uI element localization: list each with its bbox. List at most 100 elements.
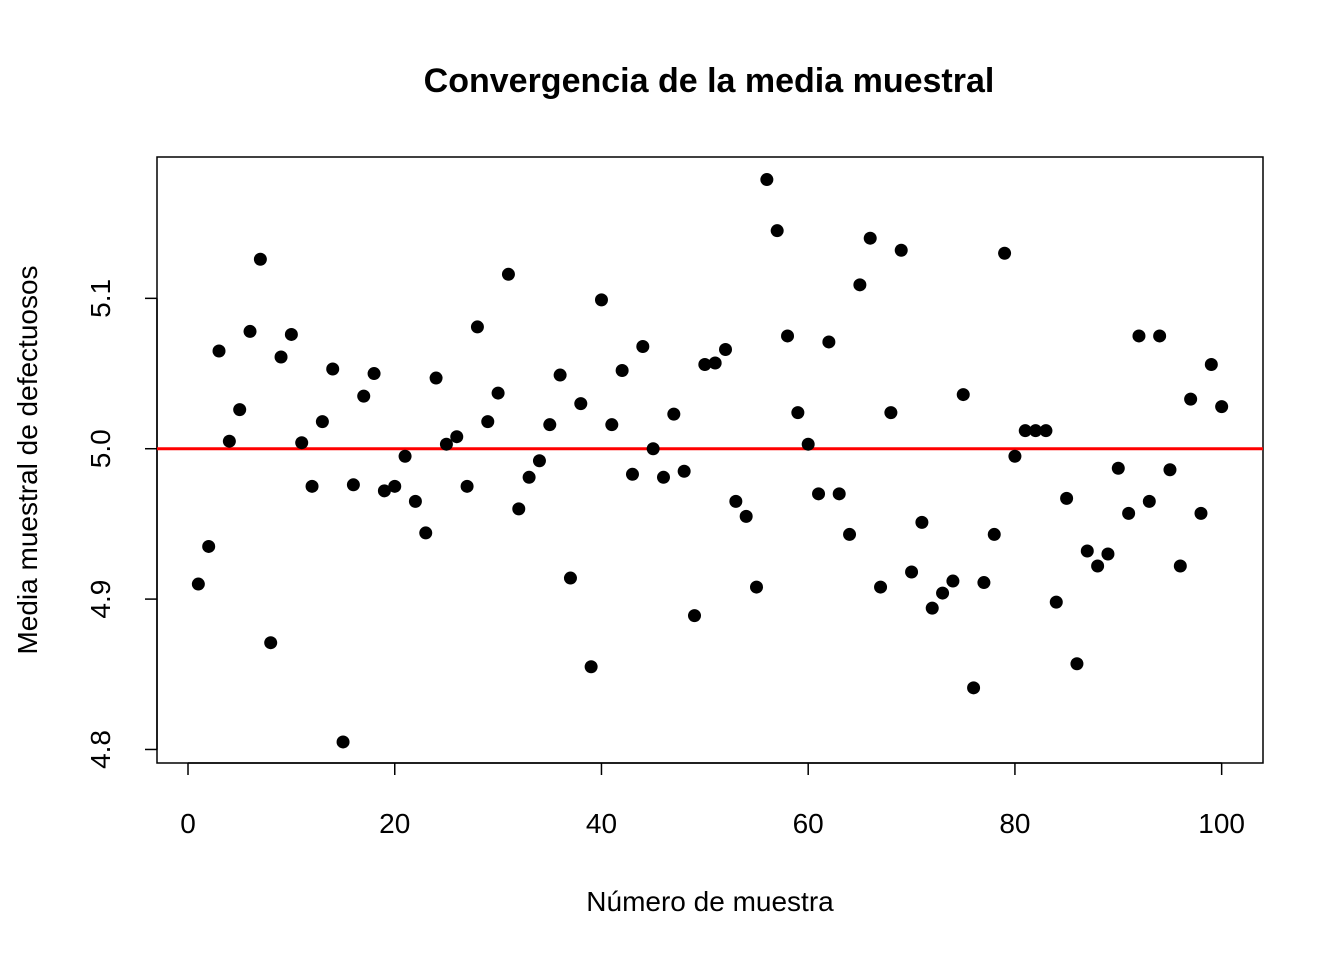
data-point: [781, 329, 795, 343]
data-points: [191, 173, 1229, 749]
data-point: [501, 267, 515, 281]
data-point: [874, 580, 888, 594]
data-point: [439, 437, 453, 451]
data-point: [615, 364, 629, 378]
data-point: [719, 342, 733, 356]
data-point: [1142, 494, 1156, 508]
data-point: [884, 406, 898, 420]
data-point: [1018, 424, 1032, 438]
y-tick-label: 4.8: [85, 730, 116, 769]
data-point: [915, 515, 929, 529]
data-point: [512, 502, 526, 516]
data-point: [1132, 329, 1146, 343]
x-tick-label: 20: [379, 808, 410, 839]
data-point: [367, 367, 381, 381]
data-point: [1049, 595, 1063, 609]
data-point: [1080, 544, 1094, 558]
data-point: [357, 389, 371, 403]
data-point: [305, 479, 319, 493]
data-point: [1184, 392, 1198, 406]
x-tick-label: 100: [1198, 808, 1245, 839]
data-point: [843, 527, 857, 541]
data-point: [1029, 424, 1043, 438]
data-point: [750, 580, 764, 594]
data-point: [1215, 400, 1229, 414]
data-point: [398, 449, 412, 463]
data-point: [936, 586, 950, 600]
data-point: [905, 565, 919, 579]
data-point: [998, 246, 1012, 260]
data-point: [1173, 559, 1187, 573]
data-point: [863, 231, 877, 245]
data-point: [1111, 461, 1125, 475]
data-point: [1153, 329, 1167, 343]
data-point: [822, 335, 836, 349]
data-point: [1101, 547, 1115, 561]
data-point: [563, 571, 577, 585]
data-point: [532, 454, 546, 468]
data-point: [1122, 506, 1136, 520]
data-point: [388, 479, 402, 493]
data-point: [605, 418, 619, 432]
data-point: [1060, 491, 1074, 505]
x-tick-label: 80: [999, 808, 1030, 839]
data-point: [491, 386, 505, 400]
data-point: [419, 526, 433, 540]
data-point: [925, 601, 939, 615]
data-point: [543, 418, 557, 432]
data-point: [698, 358, 712, 372]
data-point: [481, 415, 495, 429]
data-point: [574, 397, 588, 411]
data-point: [677, 464, 691, 478]
x-tick-label: 40: [586, 808, 617, 839]
chart-title: Convergencia de la media muestral: [424, 62, 995, 100]
data-point: [470, 320, 484, 334]
x-axis-label: Número de muestra: [586, 886, 834, 917]
data-point: [222, 434, 236, 448]
data-point: [295, 436, 309, 450]
data-point: [1204, 358, 1218, 372]
y-tick-label: 5.0: [85, 429, 116, 468]
data-point: [233, 403, 247, 417]
data-point: [460, 479, 474, 493]
data-point: [429, 371, 443, 385]
data-point: [812, 487, 826, 501]
y-tick-label: 4.9: [85, 580, 116, 619]
data-point: [450, 430, 464, 444]
data-point: [336, 735, 350, 749]
data-point: [894, 243, 908, 257]
x-tick-label: 0: [180, 808, 196, 839]
data-point: [646, 442, 660, 456]
y-axis: 4.8 4.9 5.0 5.1: [85, 279, 158, 769]
data-point: [708, 356, 722, 370]
data-point: [584, 660, 598, 674]
data-point: [284, 327, 298, 341]
data-point: [687, 609, 701, 623]
y-tick-label: 5.1: [85, 279, 116, 318]
data-point: [274, 350, 288, 364]
x-axis: 0 20 40 60 80 100: [180, 762, 1245, 839]
data-point: [243, 324, 257, 338]
data-point: [377, 484, 391, 498]
data-point: [656, 470, 670, 484]
data-point: [760, 173, 774, 187]
data-point: [667, 407, 681, 421]
data-point: [1163, 463, 1177, 477]
data-point: [636, 339, 650, 353]
data-point: [264, 636, 278, 650]
data-point: [408, 494, 422, 508]
data-point: [522, 470, 536, 484]
data-point: [212, 344, 226, 358]
data-point: [346, 478, 360, 492]
data-point: [1091, 559, 1105, 573]
data-point: [739, 509, 753, 523]
data-point: [191, 577, 205, 591]
data-point: [1008, 449, 1022, 463]
data-point: [977, 576, 991, 590]
data-point: [315, 415, 329, 429]
x-tick-label: 60: [793, 808, 824, 839]
data-point: [553, 368, 567, 382]
data-point: [801, 437, 815, 451]
data-point: [967, 681, 981, 695]
